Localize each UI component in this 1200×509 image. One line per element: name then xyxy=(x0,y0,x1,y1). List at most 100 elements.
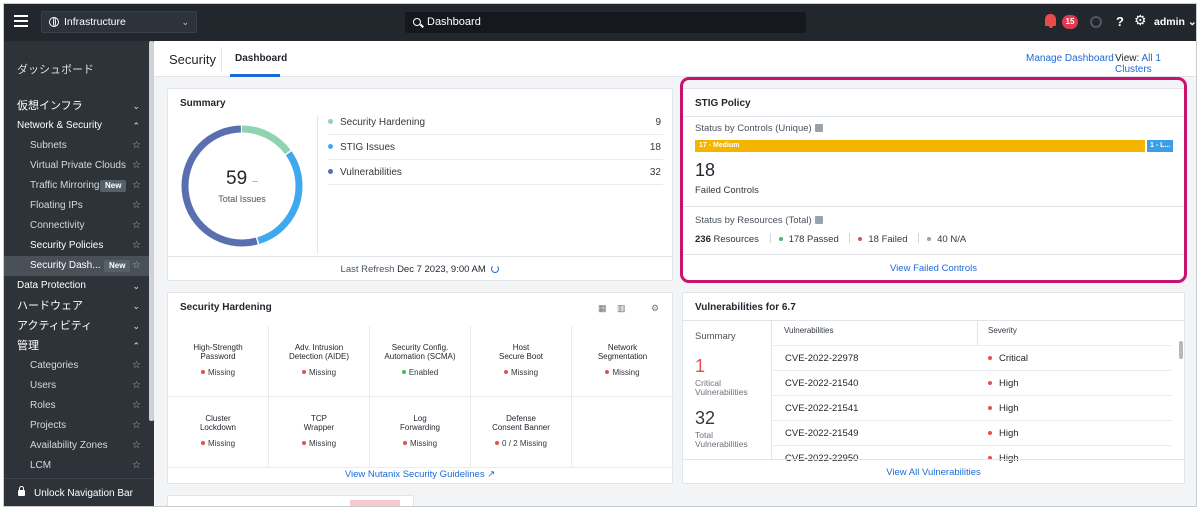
sidebar: ダッシュボード 仮想インフラ ⌄ Network & Security ⌃ Subn… xyxy=(4,41,154,506)
search-input[interactable]: Dashboard xyxy=(405,12,806,33)
stig-policy-card: STIG Policy Status by Controls (Unique) … xyxy=(682,88,1185,281)
user-menu[interactable]: admin ⌄ xyxy=(1154,16,1197,28)
chevron-down-icon: ⌄ xyxy=(181,17,189,27)
info-icon[interactable] xyxy=(814,124,823,132)
cve-id[interactable]: CVE-2022-21540 xyxy=(785,378,859,389)
star-icon: ☆ xyxy=(132,400,141,411)
bell-icon[interactable] xyxy=(1045,14,1056,28)
summary-title: Summary xyxy=(180,98,226,109)
chevron-up-icon: ⌃ xyxy=(132,341,140,351)
help-icon[interactable]: ? xyxy=(1116,14,1124,29)
summary-card: Summary 59 – Total Issues Security Harde… xyxy=(167,88,673,281)
chevron-down-icon: ⌄ xyxy=(132,101,140,111)
hardening-item[interactable]: Defense Consent Banner 0 / 2 Missing xyxy=(471,397,572,468)
cve-id[interactable]: CVE-2022-21541 xyxy=(785,403,859,414)
legend-security-hardening[interactable]: Security Hardening 9 xyxy=(328,110,663,135)
low-controls-bar[interactable]: 1 - L... xyxy=(1147,140,1173,152)
cve-id[interactable]: CVE-2022-21549 xyxy=(785,428,859,439)
sidebar-item-subnets[interactable]: Subnets ☆ xyxy=(4,136,154,156)
controls-status-label: Status by Controls (Unique) xyxy=(695,123,823,134)
top-bar: Infrastructure ⌄ Dashboard 15 ? ⚙ admin … xyxy=(4,4,1196,41)
unlock-navigation-button[interactable]: Unlock Navigation Bar xyxy=(4,478,154,506)
star-icon: ☆ xyxy=(132,140,141,151)
hardening-item-name: Security Config. Automation (SCMA) xyxy=(384,343,456,361)
vuln-table-scrollbar[interactable] xyxy=(1179,341,1183,359)
na-dot xyxy=(927,237,932,241)
sidebar-item-lcm[interactable]: LCM ☆ xyxy=(4,456,154,476)
vuln-summary-label: Summary xyxy=(695,331,736,342)
table-row[interactable]: CVE-2022-21540 High xyxy=(772,370,1172,395)
critical-count: 1 xyxy=(695,356,706,376)
sidebar-item-security-dashboard[interactable]: Security Dash... New ☆ xyxy=(4,256,154,276)
hardening-item-status: Missing xyxy=(269,368,369,377)
table-row[interactable]: CVE-2022-21541 High xyxy=(772,395,1172,420)
legend-vulnerabilities[interactable]: Vulnerabilities 32 xyxy=(328,160,663,185)
app-window: Infrastructure ⌄ Dashboard 15 ? ⚙ admin … xyxy=(3,3,1197,507)
legend-stig-issues[interactable]: STIG Issues 18 xyxy=(328,135,663,160)
severity-dot xyxy=(988,356,992,360)
hardening-item-name: TCP Wrapper xyxy=(303,414,335,432)
alert-count-badge[interactable]: 15 xyxy=(1062,15,1078,29)
hardening-item[interactable]: Network Segmentation Missing xyxy=(572,326,673,397)
sidebar-item-vpc[interactable]: Virtual Private Clouds ☆ xyxy=(4,156,154,176)
sidebar-item-categories[interactable]: Categories ☆ xyxy=(4,356,154,376)
sidebar-item-admin[interactable]: 管理 ⌃ xyxy=(4,336,154,356)
passed-dot xyxy=(778,237,783,241)
hardening-item[interactable]: Adv. Intrusion Detection (AIDE) Missing xyxy=(269,326,370,397)
cve-id[interactable]: CVE-2022-22978 xyxy=(785,353,859,364)
sidebar-item-hardware[interactable]: ハードウェア ⌄ xyxy=(4,296,154,316)
sidebar-item-virtual-infra[interactable]: 仮想インフラ ⌄ xyxy=(4,96,154,116)
gear-icon[interactable]: ⚙ xyxy=(651,303,660,313)
column-header-severity[interactable]: Severity xyxy=(988,326,1017,335)
table-row[interactable]: CVE-2022-21549 High xyxy=(772,420,1172,445)
menu-icon[interactable] xyxy=(14,15,28,29)
sidebar-item-roles[interactable]: Roles ☆ xyxy=(4,396,154,416)
cve-id[interactable]: CVE-2022-22950 xyxy=(785,453,859,464)
medium-controls-bar[interactable]: 17 - Medium xyxy=(695,140,1145,152)
column-header-vulnerabilities[interactable]: Vulnerabilities xyxy=(784,326,834,335)
hardening-item-name: Host Secure Boot xyxy=(498,343,544,361)
hardening-item[interactable]: Cluster Lockdown Missing xyxy=(168,397,269,468)
sidebar-item-activity[interactable]: アクティビティ ⌄ xyxy=(4,316,154,336)
sidebar-item-security-policies[interactable]: Security Policies ☆ xyxy=(4,236,154,256)
severity: Critical xyxy=(988,346,1028,371)
context-selector[interactable]: Infrastructure ⌄ xyxy=(41,11,197,33)
donut-segment[interactable] xyxy=(181,125,303,247)
donut-segment[interactable] xyxy=(181,125,303,247)
table-row[interactable]: CVE-2022-22978 Critical xyxy=(772,345,1172,370)
sidebar-item-users[interactable]: Users ☆ xyxy=(4,376,154,396)
sidebar-item-data-protection[interactable]: Data Protection ⌄ xyxy=(4,276,154,296)
new-badge: New xyxy=(104,260,131,272)
hardening-item[interactable]: Host Secure Boot Missing xyxy=(471,326,572,397)
failed-controls-count: 18 xyxy=(695,160,716,180)
tab-dashboard[interactable]: Dashboard xyxy=(235,53,288,64)
grid-view-icon[interactable]: ▦ xyxy=(598,303,607,313)
hardening-item[interactable]: Log Forwarding Missing xyxy=(370,397,471,468)
info-icon[interactable] xyxy=(814,216,823,224)
view-all-vulnerabilities-link[interactable]: View All Vulnerabilities xyxy=(683,459,1184,485)
sidebar-item-traffic-mirroring[interactable]: Traffic Mirroring New ☆ xyxy=(4,176,154,196)
table-view-icon[interactable]: ▥ xyxy=(617,303,626,313)
sidebar-item-network-security[interactable]: Network & Security ⌃ xyxy=(4,116,154,136)
gear-icon[interactable]: ⚙ xyxy=(1134,12,1147,28)
hardening-item[interactable]: TCP Wrapper Missing xyxy=(269,397,370,468)
summary-donut-chart: 59 – Total Issues xyxy=(179,123,305,249)
hardening-item[interactable]: High-Strength Password Missing xyxy=(168,326,269,397)
sidebar-item-availability-zones[interactable]: Availability Zones ☆ xyxy=(4,436,154,456)
sidebar-item-floating-ips[interactable]: Floating IPs ☆ xyxy=(4,196,154,216)
sidebar-title[interactable]: ダッシュボード xyxy=(17,64,94,76)
view-filter[interactable]: View: All 1 Clusters xyxy=(1115,53,1161,75)
table-row[interactable]: CVE-2022-22950 High xyxy=(772,445,1172,470)
donut-segment[interactable] xyxy=(181,125,303,247)
lock-icon xyxy=(18,486,25,496)
manage-dashboard-link[interactable]: Manage Dashboard xyxy=(1026,53,1114,64)
security-guidelines-link[interactable]: View Nutanix Security Guidelines ↗ xyxy=(344,469,496,480)
task-status-icon[interactable] xyxy=(1090,16,1102,28)
sidebar-scrollbar[interactable] xyxy=(149,41,154,421)
status-dot xyxy=(402,441,407,445)
sidebar-item-connectivity[interactable]: Connectivity ☆ xyxy=(4,216,154,236)
view-failed-controls-link[interactable]: View Failed Controls xyxy=(890,263,977,274)
sidebar-item-projects[interactable]: Projects ☆ xyxy=(4,416,154,436)
hardening-item[interactable]: Security Config. Automation (SCMA) Enabled xyxy=(370,326,471,397)
refresh-icon[interactable] xyxy=(491,265,500,273)
